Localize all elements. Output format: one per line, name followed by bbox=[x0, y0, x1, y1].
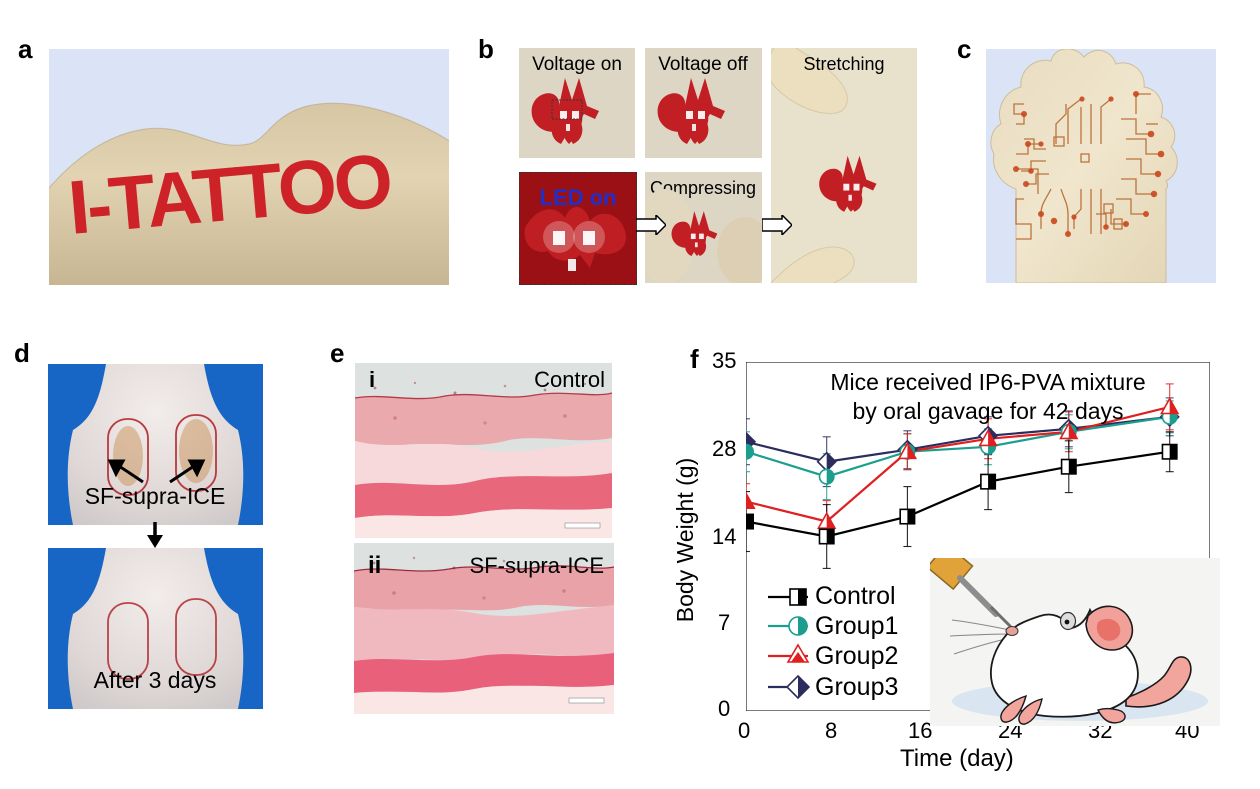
svg-text:Group3: Group3 bbox=[815, 673, 898, 701]
svg-text:Group1: Group1 bbox=[815, 612, 898, 640]
svg-text:After 3 days: After 3 days bbox=[94, 667, 217, 693]
svg-text:ii: ii bbox=[368, 552, 381, 579]
svg-text:Control: Control bbox=[815, 582, 896, 610]
svg-text:Stretching: Stretching bbox=[803, 54, 884, 74]
svg-text:SF-supra-ICE: SF-supra-ICE bbox=[470, 553, 604, 578]
svg-text:i: i bbox=[369, 367, 375, 392]
svg-text:Group2: Group2 bbox=[815, 642, 898, 670]
svg-text:Control: Control bbox=[534, 367, 605, 392]
svg-text:SF-supra-ICE: SF-supra-ICE bbox=[85, 483, 226, 509]
svg-text:LED on: LED on bbox=[540, 185, 617, 210]
svg-text:Voltage off: Voltage off bbox=[658, 54, 748, 75]
svg-text:Voltage on: Voltage on bbox=[532, 54, 622, 75]
